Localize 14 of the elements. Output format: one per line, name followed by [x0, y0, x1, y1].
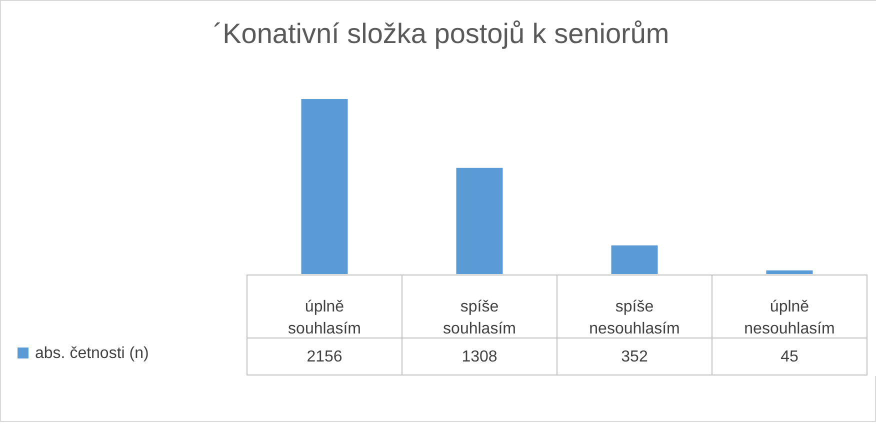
legend-label: abs. četnosti (n): [35, 345, 149, 362]
x-tick-label: úplně nesouhlasím: [744, 298, 835, 338]
chart-title: ´Konativní složka postojů k seniorům: [213, 18, 670, 49]
data-label: 352: [621, 348, 648, 366]
data-label: 45: [780, 348, 798, 366]
x-tick-label: spíše nesouhlasím: [589, 298, 680, 338]
data-label: 1308: [462, 348, 498, 366]
x-tick-label: úplně souhlasím: [288, 298, 361, 338]
bar: [301, 99, 348, 274]
x-tick-label: spíše souhlasím: [443, 298, 516, 338]
bar: [611, 245, 658, 274]
data-label: 2156: [306, 348, 342, 366]
bar: [766, 270, 813, 274]
bar: [456, 168, 503, 274]
